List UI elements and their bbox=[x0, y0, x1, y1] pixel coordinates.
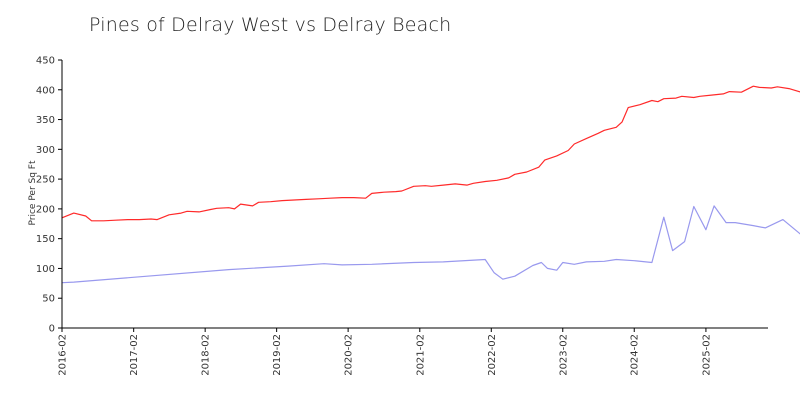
series-line-1 bbox=[61, 85, 800, 222]
y-tick-label: 50 bbox=[42, 294, 55, 305]
y-tick-label: 250 bbox=[36, 175, 55, 186]
x-tick-label: 2022-02 bbox=[487, 334, 498, 376]
x-tick-label: 2025-02 bbox=[701, 334, 712, 376]
y-tick-label: 0 bbox=[49, 324, 55, 335]
x-tick-label: 2023-02 bbox=[558, 334, 569, 376]
x-tick-label: 2020-02 bbox=[344, 334, 355, 376]
chart-title: Pines of Delray West vs Delray Beach bbox=[89, 14, 452, 36]
series-layer bbox=[61, 85, 800, 284]
series-line-2 bbox=[61, 205, 800, 284]
y-tick-label: 350 bbox=[36, 115, 55, 126]
axis-layer: 0 50 100 150 200 250 300 350 400 450 2016-02 2017-0… bbox=[36, 56, 768, 376]
x-tick-label: 2021-02 bbox=[415, 334, 426, 376]
x-tick-label: 2024-02 bbox=[630, 334, 641, 376]
x-tick-label: 2017-02 bbox=[129, 334, 140, 376]
y-tick-label: 400 bbox=[36, 85, 55, 96]
y-axis-label: Price Per Sq Ft bbox=[28, 160, 38, 225]
x-tick-label: 2018-02 bbox=[201, 334, 212, 376]
y-tick-label: 200 bbox=[36, 204, 55, 215]
y-tick-label: 450 bbox=[36, 56, 55, 67]
y-tick-label: 300 bbox=[36, 145, 55, 156]
x-tick-label: 2019-02 bbox=[272, 334, 283, 376]
y-tick-label: 100 bbox=[36, 264, 55, 275]
y-tick-label: 150 bbox=[36, 234, 55, 245]
x-tick-label: 2016-02 bbox=[58, 334, 69, 376]
